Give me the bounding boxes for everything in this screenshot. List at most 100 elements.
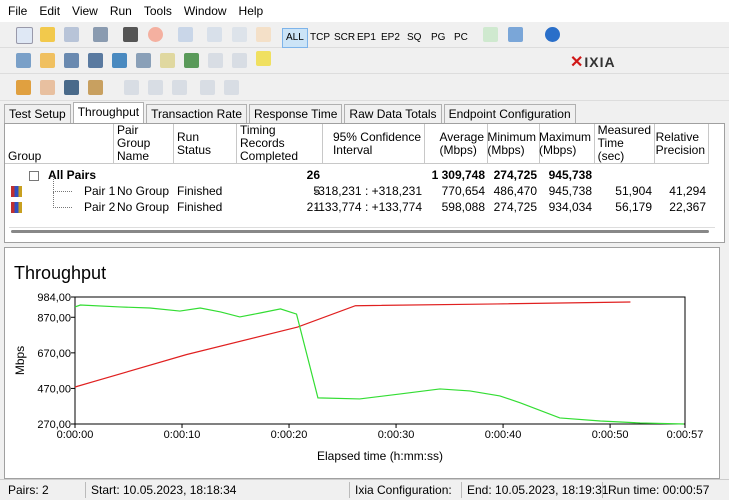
icon-p[interactable] [232,53,247,68]
status-field: Start: 10.05.2023, 18:18:34 [91,483,237,497]
column-header[interactable]: Maximum (Mbps) [539,124,595,164]
separator [602,482,603,498]
icon-new[interactable] [16,27,33,44]
tab[interactable]: Raw Data Totals [344,104,442,124]
separator [349,482,350,498]
expand-box[interactable] [29,171,39,181]
filter-button[interactable]: PG [431,32,446,43]
icon-a[interactable] [178,27,193,42]
icon-f[interactable] [508,27,523,42]
menu-item[interactable]: Edit [39,4,61,18]
icon-o[interactable] [208,53,223,68]
menu-item[interactable]: Tools [143,4,172,18]
separator [461,482,462,498]
tab[interactable]: Endpoint Configuration [443,104,576,124]
table-cell: All Pairs [48,168,97,182]
filter-button[interactable]: TCP [310,32,330,43]
ixia-logo: ✕IXIA [570,54,616,71]
icon-e[interactable] [483,27,498,42]
icon-stop[interactable] [148,27,163,42]
table-cell: 945,738 [548,168,592,182]
menu-item[interactable]: View [72,4,98,18]
table-cell: No Group [117,200,170,214]
table-cell: 934,034 [548,200,592,214]
icon-v[interactable] [124,80,139,95]
tree-line [53,192,72,208]
icon-b[interactable] [207,27,222,42]
tree-line [53,176,72,192]
table-cell: 274,725 [493,200,537,214]
tab[interactable]: Throughput [72,102,145,125]
column-header[interactable]: Run Status [174,124,237,164]
icon-g[interactable] [16,53,31,68]
table-cell: 5 [313,184,320,198]
menu-item[interactable]: File [8,4,28,18]
icon-z[interactable] [224,80,239,95]
filter-button[interactable]: SQ [407,32,422,43]
chart-panel: Throughput 270,00 470,00 670,00 870,00 984,00… [4,247,720,479]
icon-j[interactable] [88,53,103,68]
icon-q[interactable] [256,51,271,66]
filter-button[interactable]: EP2 [381,32,400,43]
icon-h[interactable] [40,53,55,68]
tab[interactable]: Test Setup [4,104,71,124]
x-tick-label: 0:00:30 [378,429,415,441]
menu-item[interactable]: Help [238,4,264,18]
icon-info[interactable] [545,27,560,42]
filter-button[interactable]: SCR [334,32,356,43]
table-cell: 51,904 [615,184,652,198]
table-cell: 770,654 [441,184,485,198]
icon-n[interactable] [184,53,199,68]
icon-print[interactable] [93,27,108,42]
table-cell: -133,774 : +133,774 [314,200,422,214]
column-header[interactable]: Measured Time (sec) [595,124,655,164]
icon-m[interactable] [160,53,175,68]
menu-item[interactable]: Run [109,4,132,18]
data-line [74,301,631,388]
column-header[interactable]: Minimum (Mbps) [487,124,540,164]
x-tick-label: 0:00:50 [592,429,629,441]
column-header[interactable]: Relative Precision [655,124,709,164]
filter-button[interactable]: ALL [282,28,308,48]
icon-run[interactable] [123,27,138,42]
icon-save[interactable] [64,27,79,42]
chart-title: Throughput [14,263,106,283]
separator [85,482,86,498]
column-header[interactable]: Pair Group Name [114,124,174,164]
column-header[interactable]: Group [5,124,114,164]
tab[interactable]: Response Time [249,104,343,124]
status-field: End: 10.05.2023, 18:19:31 [467,483,609,497]
icon-d[interactable] [256,27,271,42]
column-header[interactable]: Timing Records Completed [237,124,323,164]
x-tick-label: 0:00:10 [164,429,201,441]
x-tick-label: 0:00:20 [271,429,308,441]
scrollbar[interactable] [9,227,715,238]
table-cell: Finished [177,184,223,198]
icon-u[interactable] [88,80,103,95]
icon-x[interactable] [172,80,187,95]
icon-open[interactable] [40,27,55,42]
icon-k[interactable] [112,53,127,68]
filter-button[interactable]: PC [454,32,468,43]
table-cell: 945,738 [548,184,592,198]
x-tick-label: 0:00:00 [57,429,94,441]
icon-w[interactable] [148,80,163,95]
icon-l[interactable] [136,53,151,68]
tab[interactable]: Transaction Rate [146,104,248,124]
table-cell: -318,231 : +318,231 [314,184,422,198]
filter-button[interactable]: EP1 [357,32,376,43]
menu-item[interactable]: Window [183,4,227,18]
icon-i[interactable] [64,53,79,68]
icon-y[interactable] [200,80,215,95]
table-cell: 486,470 [493,184,537,198]
column-header[interactable]: Average (Mbps) [425,124,488,164]
y-tick-label: 670,00 [37,348,71,360]
column-header[interactable]: 95% Confidence Interval [323,124,425,164]
icon-r[interactable] [16,80,31,95]
icon-t[interactable] [64,80,79,95]
icon-s[interactable] [40,80,55,95]
table-cell: 1 309,748 [431,168,485,182]
table-cell: Pair 2 [84,200,116,214]
icon-c[interactable] [232,27,247,42]
